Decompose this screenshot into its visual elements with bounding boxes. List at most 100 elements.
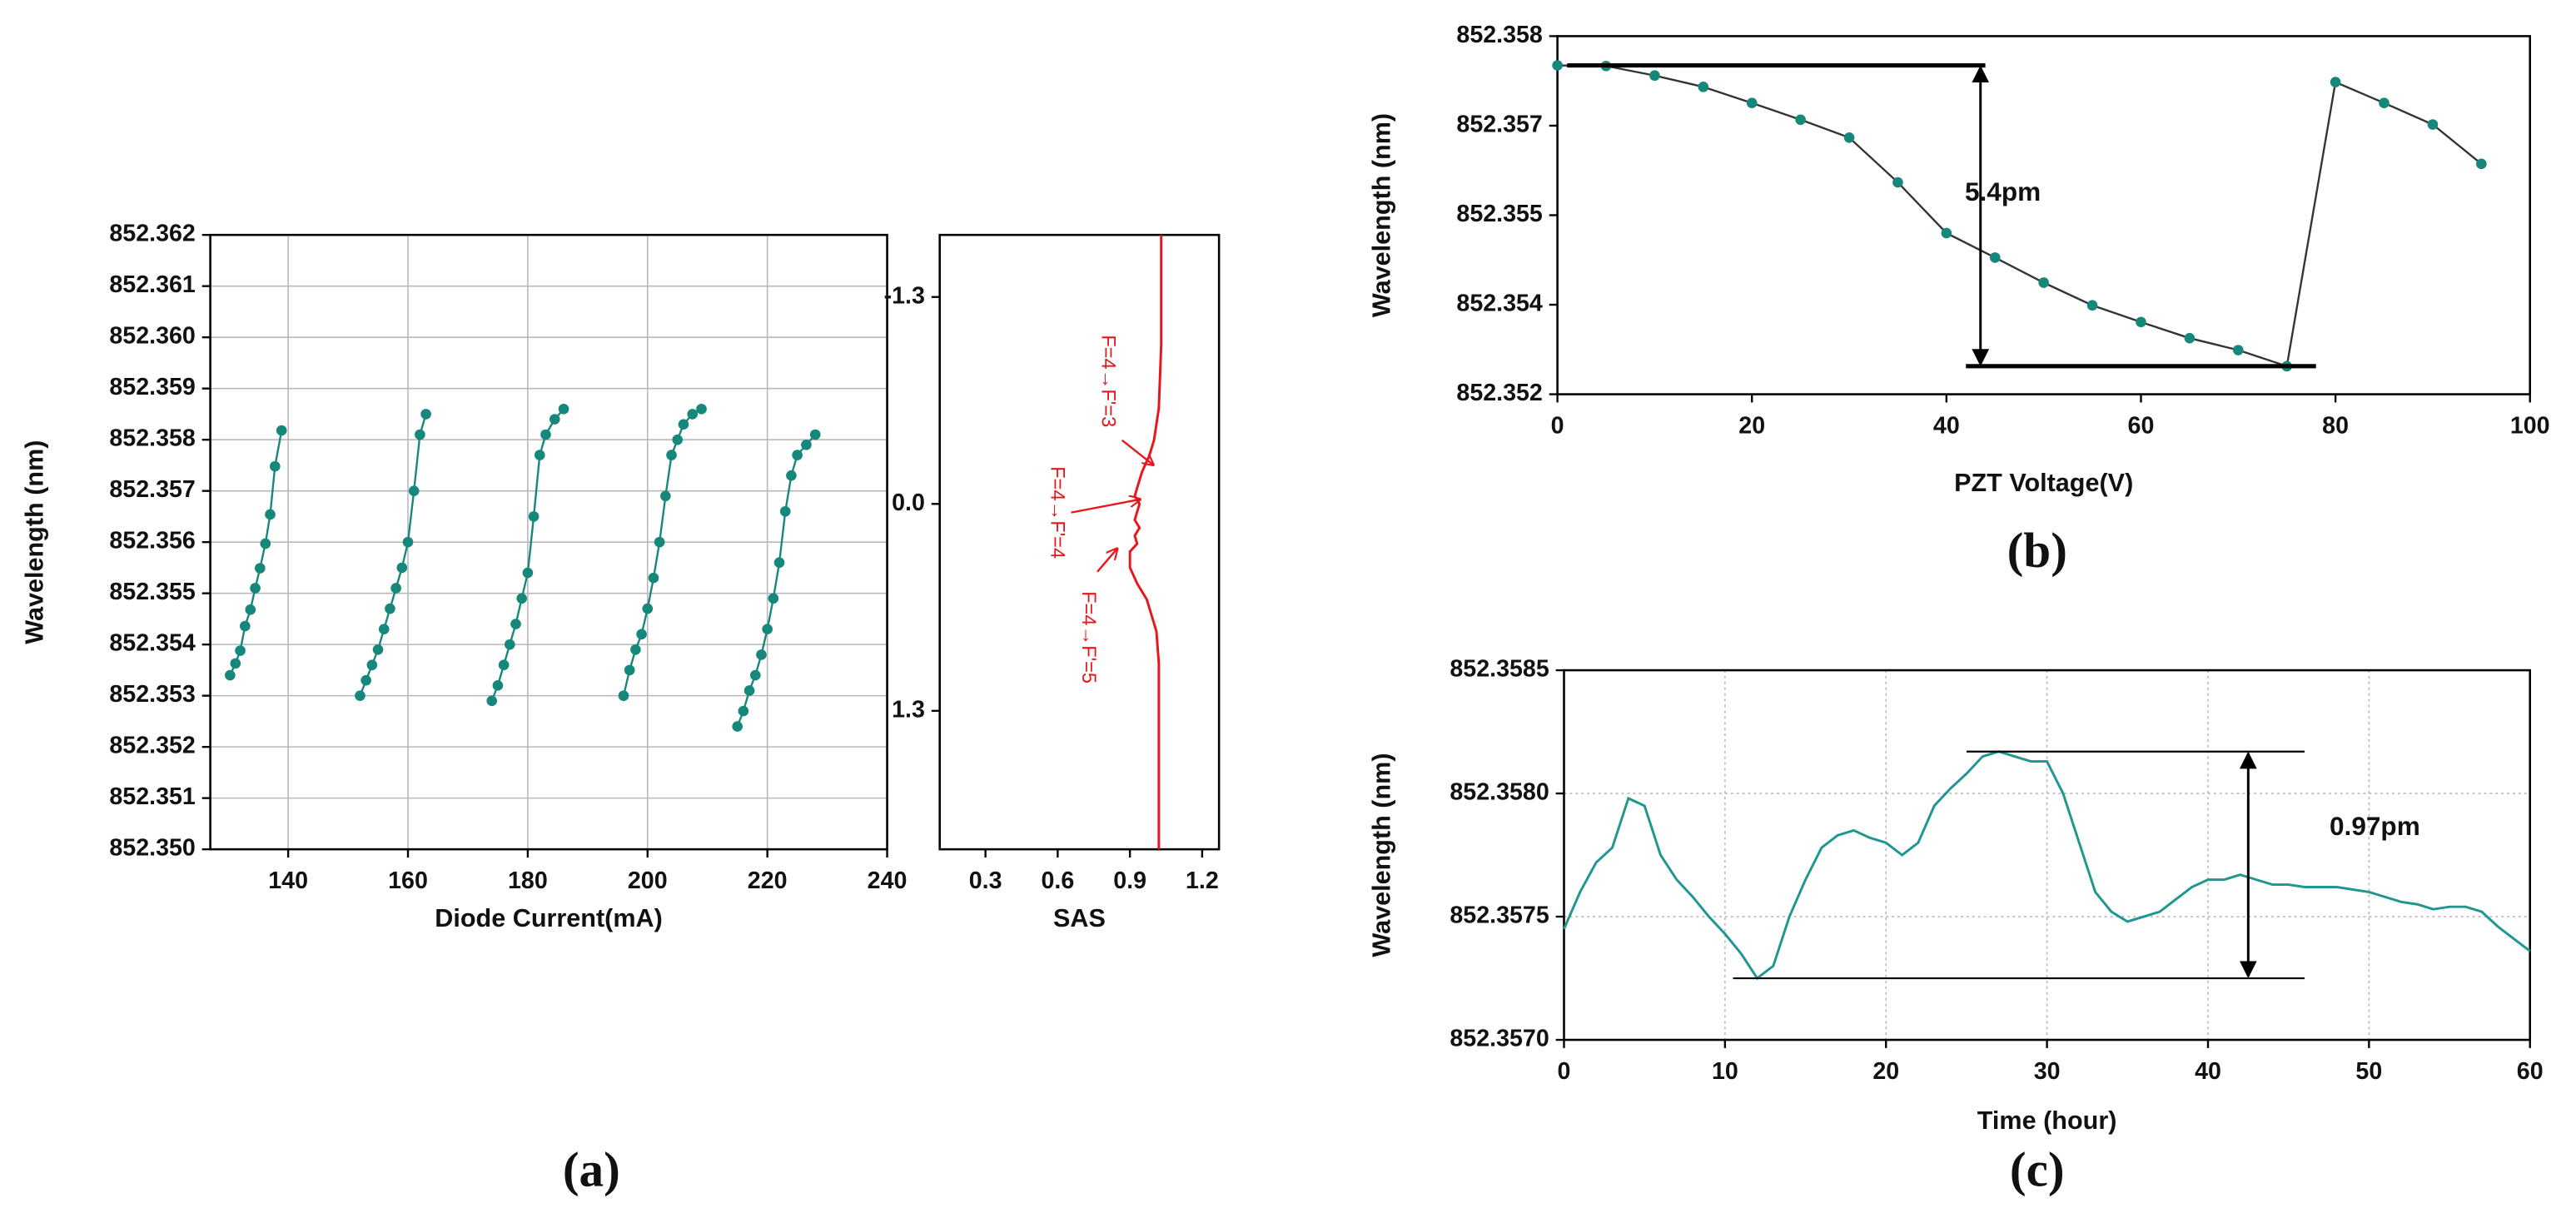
transition-label: F=4→F'=4 — [1047, 466, 1068, 559]
x-tick-label: 30 — [2034, 1058, 2061, 1085]
data-point — [749, 669, 761, 681]
data-point — [779, 505, 791, 517]
data-point — [225, 669, 236, 681]
data-point — [2476, 158, 2487, 170]
transition-label: F=4→F'=3 — [1097, 335, 1119, 427]
y-tick-label: 852.354 — [109, 630, 196, 657]
data-point — [528, 511, 540, 522]
y-tick-label: 852.352 — [109, 733, 195, 759]
x-tick-label: 60 — [2517, 1058, 2544, 1085]
data-point — [265, 509, 276, 520]
data-point — [235, 645, 246, 656]
x-tick-label: 10 — [1712, 1058, 1738, 1085]
data-point — [510, 619, 521, 629]
y-tick-label: 852.358 — [1456, 22, 1543, 48]
data-point — [2136, 316, 2146, 328]
data-point — [1892, 176, 1903, 188]
transition-arrow — [1121, 439, 1153, 465]
panel: 0.3 0.6 0.9 1.2 -1.3 0.0 1.3 SAS F=4→F'=3 F=4→F'=… — [884, 233, 1221, 932]
panel: 140 160 180 200 220 240 852.350 852.351 852.352 8… — [21, 221, 908, 1197]
x-tick-label: 40 — [2195, 1058, 2221, 1085]
x-tick-label: 1.2 — [1186, 867, 1219, 894]
y-tick-label: -1.3 — [884, 282, 925, 309]
y-tick-label: 852.353 — [109, 681, 195, 708]
x-tick-label: 140 — [268, 867, 308, 894]
data-point — [624, 664, 635, 676]
x-tick-label: 40 — [1933, 413, 1960, 440]
data-point — [660, 490, 671, 502]
panel-caption: (c) — [2010, 1141, 2065, 1196]
y-tick-label: 1.3 — [892, 696, 925, 723]
data-point — [809, 429, 821, 440]
y-axis-label: Wavelength (nm) — [21, 440, 49, 644]
y-tick-label: 852.3575 — [1450, 902, 1549, 929]
data-point — [378, 624, 390, 635]
panel: 0 20 40 60 80 100 852.352 852.354 852.355 852.357… — [1368, 22, 2550, 578]
x-tick-label: 220 — [748, 867, 788, 894]
data-point — [672, 434, 684, 445]
range-label: 0.97pm — [2330, 811, 2420, 841]
plot-frame — [209, 233, 888, 851]
x-tick-label: 20 — [1738, 413, 1765, 440]
data-point — [355, 690, 366, 701]
data-point — [250, 583, 261, 594]
data-point — [254, 563, 266, 574]
data-point — [408, 485, 420, 496]
x-tick-label: 160 — [388, 867, 428, 894]
data-point — [1552, 60, 1563, 71]
data-point — [396, 562, 408, 574]
data-point — [361, 674, 371, 686]
series-line — [359, 414, 427, 697]
data-point — [642, 603, 654, 614]
x-tick-label: 0.3 — [969, 867, 1002, 894]
data-point — [654, 536, 665, 548]
x-tick-label: 50 — [2355, 1058, 2382, 1085]
data-point — [366, 659, 378, 671]
y-tick-label: 852.357 — [109, 476, 195, 503]
y-tick-label: 852.361 — [109, 271, 196, 298]
transition-arrow — [1071, 500, 1141, 514]
y-tick-label: 852.3580 — [1450, 779, 1549, 806]
y-tick-label: 852.355 — [109, 579, 196, 605]
y-tick-label: 0.0 — [892, 490, 925, 516]
y-tick-label: 852.355 — [1456, 201, 1543, 227]
data-point — [666, 450, 677, 460]
plot-frame — [938, 233, 1221, 851]
data-point — [415, 429, 425, 440]
data-point — [2184, 332, 2196, 344]
data-point — [1989, 252, 2001, 263]
data-point — [420, 409, 431, 420]
data-point — [756, 649, 767, 660]
data-point — [618, 690, 629, 701]
data-point — [385, 603, 395, 614]
y-tick-label: 852.358 — [109, 425, 196, 452]
data-point — [260, 538, 271, 549]
x-tick-label: 180 — [508, 867, 548, 894]
data-point — [1746, 97, 1758, 109]
data-point — [516, 593, 528, 604]
x-tick-label: 60 — [2128, 413, 2155, 440]
data-point — [492, 680, 504, 691]
range-label: 5.4pm — [1965, 176, 2041, 206]
x-tick-label: 100 — [2510, 413, 2550, 440]
data-point — [696, 403, 707, 415]
data-point — [648, 572, 659, 584]
y-tick-label: 852.362 — [109, 221, 195, 247]
y-axis-label: Wavelength (nm) — [1368, 113, 1396, 317]
data-point — [732, 721, 743, 732]
x-axis-label: Diode Current(mA) — [435, 904, 663, 932]
plot-frame — [1556, 35, 2532, 395]
x-tick-label: 0 — [1551, 413, 1564, 440]
y-tick-label: 852.3570 — [1450, 1026, 1549, 1052]
data-point — [1843, 132, 1855, 143]
x-axis-label: Time (hour) — [1977, 1106, 2117, 1135]
data-point — [276, 425, 287, 436]
data-point — [2379, 97, 2390, 109]
y-tick-label: 852.350 — [109, 835, 195, 862]
x-axis-label: SAS — [1053, 904, 1106, 932]
y-tick-label: 852.360 — [109, 323, 195, 350]
panel: 0 10 20 30 40 50 60 852.3570 852.3575 852.3580 852… — [1368, 656, 2544, 1197]
data-point — [743, 685, 755, 696]
x-axis-label: PZT Voltage(V) — [1954, 469, 2133, 497]
panel-caption: (b) — [2007, 523, 2067, 578]
